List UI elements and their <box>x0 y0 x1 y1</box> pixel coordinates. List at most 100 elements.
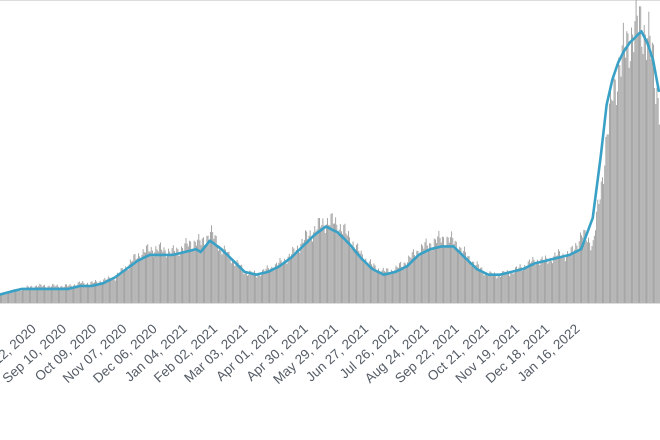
bar <box>221 254 223 303</box>
bar <box>289 257 291 303</box>
bar <box>641 46 643 304</box>
bar <box>394 269 396 303</box>
bar <box>498 274 500 303</box>
bar <box>31 285 33 303</box>
bar <box>120 268 122 303</box>
bar <box>473 261 475 303</box>
bar <box>360 250 362 303</box>
bar <box>175 252 177 303</box>
bar <box>622 22 624 304</box>
bar <box>162 251 164 303</box>
bar <box>489 271 491 303</box>
bar <box>337 234 339 303</box>
bar <box>192 248 194 303</box>
bar <box>358 250 360 303</box>
bar <box>0 294 1 303</box>
bar <box>371 264 373 303</box>
bar <box>325 224 327 303</box>
bar <box>167 254 168 303</box>
bar <box>554 252 556 303</box>
bar <box>534 264 536 303</box>
bar <box>109 277 110 303</box>
bar <box>244 272 246 303</box>
bar <box>55 285 57 303</box>
bar <box>335 217 337 303</box>
bar <box>651 42 653 303</box>
bar <box>121 268 123 303</box>
bar <box>119 273 121 303</box>
bar <box>315 231 317 303</box>
bar <box>550 261 552 303</box>
bar <box>541 256 543 303</box>
bar <box>256 277 258 303</box>
bar <box>439 237 441 303</box>
bar <box>5 292 7 303</box>
bar <box>487 275 489 303</box>
bar <box>228 251 230 303</box>
bar <box>503 271 505 303</box>
bar <box>10 291 12 303</box>
bar <box>178 255 180 303</box>
bar <box>226 254 228 303</box>
bar <box>88 284 90 303</box>
bar <box>274 264 276 303</box>
bar <box>546 258 548 303</box>
bar <box>555 256 557 303</box>
bar <box>298 250 299 303</box>
bar <box>230 263 232 303</box>
bar <box>515 267 516 303</box>
bar <box>272 270 274 303</box>
bar <box>528 259 530 303</box>
bar <box>607 134 609 303</box>
bar <box>396 267 398 303</box>
bar <box>161 249 163 303</box>
bar <box>574 249 576 303</box>
bar <box>280 260 282 303</box>
bar <box>306 231 308 303</box>
bar <box>353 247 355 303</box>
bar <box>199 240 201 303</box>
bar <box>102 283 103 303</box>
bar <box>415 256 417 303</box>
bar <box>433 238 435 303</box>
bar <box>322 218 324 303</box>
bar <box>532 256 534 303</box>
bar <box>511 271 513 303</box>
bar <box>625 57 627 304</box>
bar <box>334 223 335 303</box>
bar <box>63 286 65 303</box>
bar <box>90 281 92 303</box>
bar <box>328 224 330 303</box>
bar <box>436 243 437 303</box>
bar <box>58 286 59 303</box>
bar <box>519 264 521 303</box>
bar <box>300 243 302 303</box>
bar <box>85 284 87 303</box>
bar <box>191 249 193 303</box>
bar <box>516 266 518 303</box>
bar <box>196 245 197 303</box>
bar <box>46 288 48 303</box>
bar <box>252 272 254 303</box>
bar <box>589 242 591 303</box>
bar <box>227 251 229 303</box>
bar <box>628 67 630 303</box>
bar <box>247 275 248 303</box>
bar <box>231 259 233 303</box>
bar <box>600 181 602 303</box>
bar <box>242 270 244 303</box>
bar <box>409 256 411 303</box>
bar <box>614 79 616 303</box>
bar <box>629 61 631 303</box>
bar <box>103 279 105 303</box>
bar <box>505 272 507 303</box>
bar <box>392 270 393 303</box>
bar <box>344 223 346 303</box>
bar <box>92 283 94 303</box>
bar <box>255 274 257 303</box>
bar <box>480 267 482 303</box>
bar <box>603 183 605 303</box>
bar <box>556 255 558 303</box>
bar <box>245 272 247 303</box>
bar <box>557 249 559 303</box>
